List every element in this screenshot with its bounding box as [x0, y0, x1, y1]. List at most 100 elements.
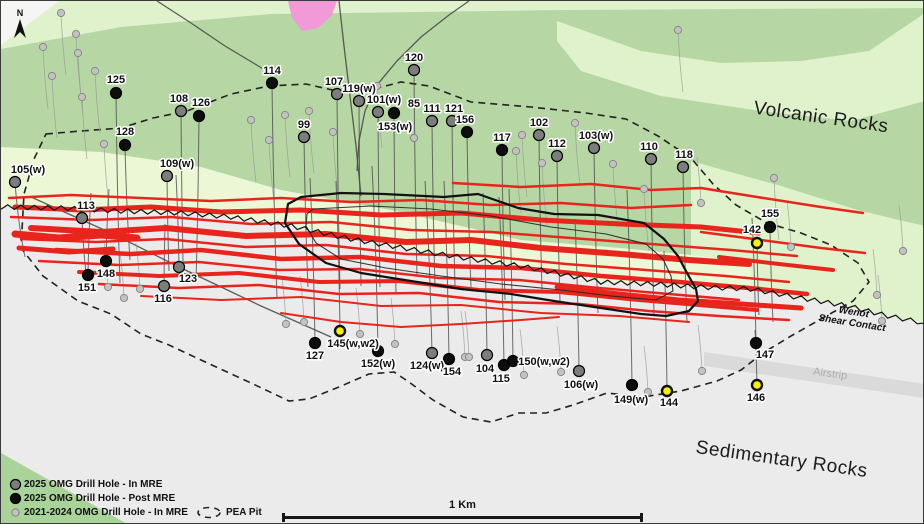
drill-hole-label-102: 102: [530, 117, 548, 129]
pea-pit-label: PEA Pit: [225, 507, 262, 518]
drill-hole-label-125: 125: [107, 74, 125, 86]
mineralized-zone-line-0: [7, 193, 693, 210]
drill-trace-small-20: [677, 29, 684, 93]
drill-trace-small-38: [556, 325, 562, 373]
drill-hole-small-11: [304, 106, 314, 116]
pink-intrusive-body: [288, 1, 337, 31]
drill-hole-small-20: [673, 25, 683, 35]
drill-hole-144: [660, 384, 674, 398]
legend-item-2025-in-mre: 2025 OMG Drill Hole - In MRE: [6, 478, 262, 491]
drill-hole-114: [265, 76, 279, 90]
drill-hole-label-105(w): 105(w): [11, 164, 46, 176]
drill-hole-label-106(w): 106(w): [564, 379, 599, 391]
drill-trace-small-10: [284, 114, 291, 178]
drill-hole-small-10: [280, 110, 290, 120]
drill-hole-small-39: [643, 387, 653, 397]
drill-hole-106(w): [572, 364, 586, 378]
black-dot-icon: [6, 492, 24, 505]
drill-trace-128: [124, 144, 131, 261]
drill-hole-128: [118, 138, 132, 152]
drill-hole-label-152(w): 152(w): [361, 358, 396, 370]
drill-hole-104: [480, 348, 494, 362]
drill-hole-small-32: [299, 317, 309, 327]
fault-line-1: [356, 1, 470, 172]
drill-trace-120: [413, 69, 418, 276]
drill-hole-small-22: [769, 173, 779, 183]
drill-trace-small-24: [898, 204, 904, 252]
drill-hole-small-31: [281, 319, 291, 329]
mineralized-zone-line-6: [37, 259, 741, 302]
volcanic-pale-band-0: [1, 1, 923, 49]
drill-hole-116: [157, 279, 171, 293]
drill-hole-small-30: [135, 284, 145, 294]
mineralized-zone-line-11: [11, 230, 141, 242]
north-indicator: N: [9, 9, 31, 45]
drill-hole-label-128: 128: [116, 126, 134, 138]
legend-item-pea-pit: PEA Pit: [196, 506, 262, 519]
resource-shell-inner-outline: [305, 205, 674, 301]
drill-hole-155: [763, 220, 777, 234]
drill-hole-label-146: 146: [747, 392, 765, 404]
drill-hole-small-34: [390, 339, 400, 349]
drill-hole-149(w): [625, 378, 639, 392]
drill-trace-small-22: [773, 177, 780, 241]
drill-trace-small-0: [60, 12, 67, 76]
drill-hole-label-85: 85: [408, 98, 420, 110]
drill-hole-label-111: 111: [423, 103, 440, 115]
drill-hole-label-147: 147: [756, 349, 774, 361]
drill-hole-small-28: [103, 282, 113, 292]
drill-trace-small-13: [376, 85, 383, 149]
drill-hole-127: [308, 336, 322, 350]
resource-shell-outline: [283, 191, 700, 318]
drill-trace-small-8: [250, 119, 257, 183]
drill-trace-small-27: [697, 324, 703, 372]
drill-hole-102: [532, 128, 546, 142]
mineralized-zone-line-2: [9, 215, 799, 258]
mineralized-zone-line-13: [554, 284, 804, 311]
drill-hole-small-37: [519, 370, 529, 380]
drill-hole-label-142: 142: [743, 224, 761, 236]
drill-hole-label-109(w): 109(w): [160, 158, 195, 170]
mineralized-zone-line-12: [16, 245, 116, 255]
drill-hole-label-153(w): 153(w): [378, 121, 413, 133]
drill-trace-121: [451, 120, 456, 287]
mineralized-zone-line-10: [280, 312, 560, 328]
legend-label: 2021-2024 OMG Drill Hole - In MRE: [24, 507, 188, 518]
scale-bar-tick-right: [640, 513, 643, 522]
drill-trace-155: [769, 226, 774, 323]
legend-label: 2025 OMG Drill Hole - In MRE: [24, 479, 163, 490]
drill-trace-small-3: [51, 75, 58, 139]
drill-trace-150(w,w2): [508, 188, 514, 362]
drill-hole-103(w): [587, 141, 601, 155]
drill-hole-label-117: 117: [493, 132, 511, 144]
drill-hole-small-0: [56, 8, 66, 18]
drill-hole-small-27: [697, 366, 707, 376]
drill-hole-105(w): [8, 175, 22, 189]
mineralized-zone-line-14: [451, 181, 865, 215]
drill-hole-label-121: 121: [445, 103, 463, 115]
small-dot-icon: [6, 506, 24, 519]
drill-hole-142: [750, 236, 764, 250]
drill-hole-small-24: [898, 246, 908, 256]
drill-hole-label-119(w): 119(w): [342, 83, 376, 95]
drill-hole-small-7: [99, 139, 109, 149]
drill-hole-label-120: 120: [405, 52, 423, 64]
drill-hole-151: [81, 268, 95, 282]
drill-hole-113: [75, 211, 89, 225]
drill-hole-109(w): [160, 169, 174, 183]
drill-trace-114: [271, 82, 278, 299]
drill-hole-label-123: 123: [179, 273, 197, 285]
north-label: N: [16, 8, 24, 18]
drill-trace-small-4: [81, 96, 88, 160]
drill-trace-small-14: [521, 134, 528, 198]
airstrip-band: [704, 352, 923, 398]
drill-hole-label-113: 113: [77, 200, 95, 212]
drill-hole-small-14: [517, 130, 527, 140]
drill-hole-label-114: 114: [263, 65, 282, 77]
drill-hole-145(w,w2): [333, 324, 347, 338]
drill-hole-117: [495, 143, 509, 157]
drill-trace-small-12: [332, 131, 339, 195]
drill-hole-120: [407, 63, 421, 77]
drill-hole-label-104: 104: [476, 363, 495, 375]
